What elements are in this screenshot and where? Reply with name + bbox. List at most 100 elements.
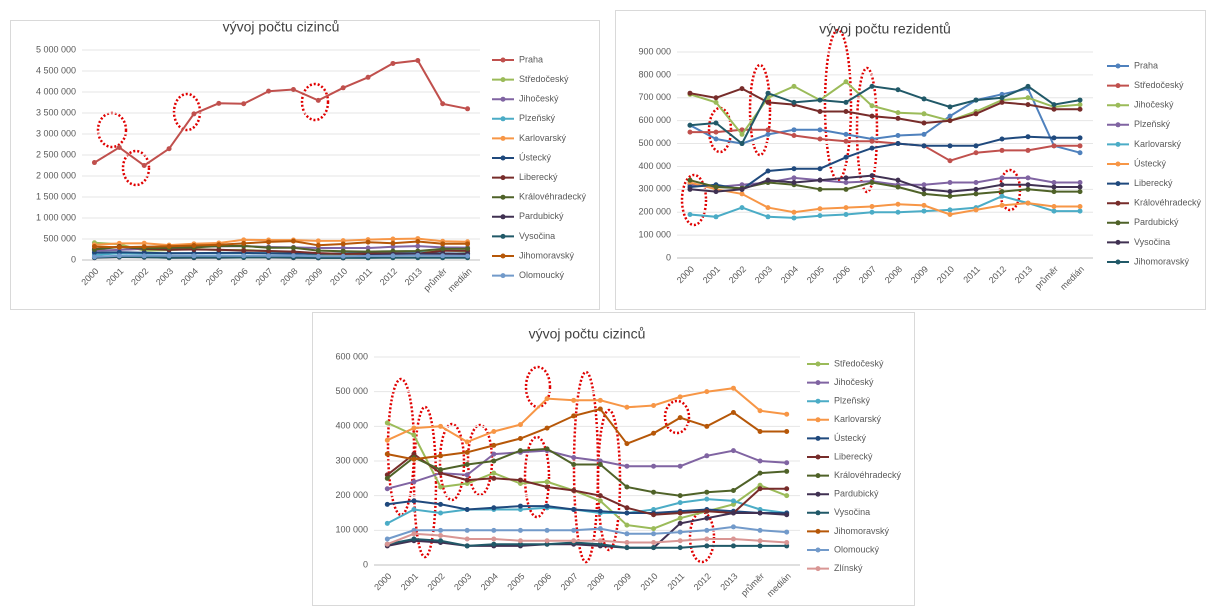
data-point [1025, 134, 1031, 140]
data-point [817, 177, 823, 183]
data-point [517, 435, 523, 441]
highlight [823, 28, 853, 182]
highlight [466, 423, 494, 497]
data-point [999, 91, 1005, 97]
series-line [387, 537, 787, 549]
data-point [843, 131, 849, 137]
legend-marker [815, 454, 821, 460]
data-point [869, 145, 875, 151]
data-point [517, 448, 523, 454]
data-point [999, 182, 1005, 188]
legend-marker [500, 116, 506, 122]
data-point [415, 243, 421, 249]
x-tick-label: 2004 [479, 571, 500, 592]
highlight [96, 111, 128, 149]
data-point [1025, 102, 1031, 108]
chart-border [312, 312, 915, 606]
data-point [895, 201, 901, 207]
legend-label: Pardubický [834, 489, 879, 499]
series-line [94, 254, 468, 258]
data-point [784, 512, 790, 518]
legend-label: Jihomoravský [519, 250, 575, 260]
legend-label: Vysočina [519, 231, 555, 241]
data-point [947, 189, 953, 195]
data-point [1051, 189, 1057, 195]
data-point [999, 99, 1005, 105]
data-point [687, 186, 693, 192]
x-tick-label: 2000 [79, 266, 100, 287]
legend-marker [500, 155, 506, 161]
data-point [491, 442, 497, 448]
legend-marker [1115, 102, 1121, 108]
data-point [947, 193, 953, 199]
legend-label: Plzeňský [519, 113, 556, 123]
x-tick-label: medián [1058, 264, 1086, 292]
highlight [748, 63, 772, 157]
x-tick-label: 2012 [692, 571, 713, 592]
legend-label: Plzeňský [1134, 119, 1171, 129]
data-point [216, 253, 222, 259]
data-point [999, 136, 1005, 142]
data-point [384, 486, 390, 492]
data-point [597, 508, 603, 514]
legend-marker [815, 417, 821, 423]
x-tick-label: 2008 [585, 571, 606, 592]
legend-label: Ústecký [1134, 158, 1167, 168]
legend-marker [815, 491, 821, 497]
data-point [947, 113, 953, 119]
series-line [689, 176, 1080, 189]
series-line [689, 87, 1080, 125]
data-point [411, 479, 417, 485]
x-tick-label: 2002 [425, 571, 446, 592]
highlight [300, 82, 330, 122]
data-point [947, 104, 953, 110]
x-tick-label: 2009 [612, 571, 633, 592]
legend-marker [1115, 200, 1121, 206]
data-point [571, 487, 577, 493]
series-line [94, 240, 468, 249]
highlight [438, 422, 466, 502]
data-point [491, 458, 497, 464]
data-point [817, 109, 823, 115]
data-point [999, 175, 1005, 181]
data-point [784, 529, 790, 535]
x-tick-label: 2008 [278, 266, 299, 287]
data-point [1051, 135, 1057, 141]
data-point [757, 510, 763, 516]
data-point [1077, 150, 1083, 156]
data-point [999, 193, 1005, 199]
series-line [94, 237, 468, 247]
data-point [739, 131, 745, 137]
legend-label: Vysočina [1134, 237, 1170, 247]
data-point [895, 177, 901, 183]
data-point [843, 212, 849, 218]
data-point [464, 472, 470, 478]
data-point [784, 539, 790, 545]
x-tick-label: 2001 [104, 266, 125, 287]
data-point [465, 246, 471, 252]
data-point [973, 111, 979, 117]
data-point [517, 477, 523, 483]
data-point [784, 460, 790, 466]
data-point [464, 507, 470, 513]
data-point [517, 541, 523, 547]
data-point [757, 543, 763, 549]
data-point [765, 168, 771, 174]
legend-marker [1115, 259, 1121, 265]
data-point [895, 133, 901, 139]
data-point [491, 429, 497, 435]
data-point [895, 184, 901, 190]
x-tick-label: 2013 [403, 266, 424, 287]
data-point [704, 423, 710, 429]
data-point [315, 242, 321, 248]
x-tick-label: 2011 [961, 264, 982, 285]
x-tick-label: 2000 [675, 264, 696, 285]
data-point [384, 520, 390, 526]
legend-label: Plzeňský [834, 396, 871, 406]
data-point [869, 209, 875, 215]
data-point [947, 212, 953, 218]
legend-marker [1115, 181, 1121, 187]
data-point [141, 244, 147, 250]
data-point [784, 411, 790, 417]
data-point [465, 106, 471, 112]
